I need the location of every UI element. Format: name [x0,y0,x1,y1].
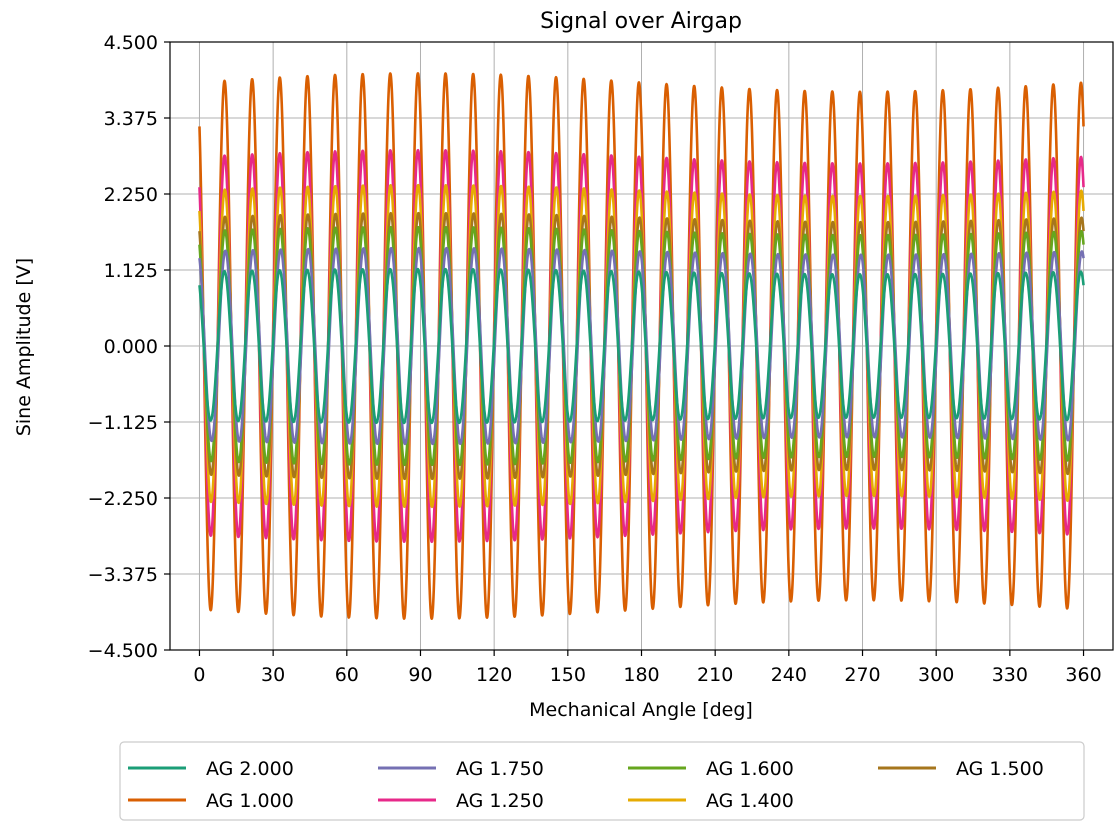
legend-label: AG 1.250 [456,790,544,812]
x-tick-label: 270 [844,664,880,686]
x-tick-label: 120 [476,664,512,686]
legend-label: AG 2.000 [206,758,294,780]
legend-label: AG 1.600 [706,758,794,780]
y-tick-label: 4.500 [104,32,158,54]
x-tick-label: 360 [1065,664,1101,686]
x-tick-label: 210 [697,664,733,686]
x-tick-label: 90 [408,664,432,686]
legend: AG 2.000 AG 1.750 AG 1.600 AG 1.500 AG 1.000… [119,741,1085,821]
y-tick-label: 2.250 [104,184,158,206]
y-tick-label: 1.125 [104,260,158,282]
y-tick-label: −4.500 [88,640,158,662]
x-tick-label: 150 [550,664,586,686]
y-axis-label: Sine Amplitude [V] [13,258,35,436]
y-tick-label: 3.375 [104,108,158,130]
legend-label: AG 1.000 [206,790,294,812]
x-tick-label: 240 [771,664,807,686]
x-tick-label: 180 [623,664,659,686]
x-tick-label: 0 [193,664,205,686]
x-tick-label: 300 [918,664,954,686]
x-tick-label: 330 [992,664,1028,686]
chart-title: Signal over Airgap [540,9,742,34]
y-tick-label: −3.375 [88,564,158,586]
legend-label: AG 1.500 [956,758,1044,780]
y-axis-ticks: −4.500 −3.375 −2.250 −1.125 0.000 1.125 2.250 3… [88,32,170,662]
y-tick-label: −1.125 [88,412,158,434]
x-tick-label: 60 [335,664,359,686]
series-line-ag-2-000 [198,267,1085,425]
y-tick-label: −2.250 [88,488,158,510]
legend-label: AG 1.400 [706,790,794,812]
x-tick-label: 30 [261,664,285,686]
legend-box [119,741,1085,821]
x-axis-label: Mechanical Angle [deg] [529,699,753,721]
x-axis-ticks: 0 30 60 90 120 150 180 210 240 270 300 330 360 [193,650,1102,686]
y-tick-label: 0.000 [104,336,158,358]
legend-label: AG 1.750 [456,758,544,780]
plot-series [198,72,1085,620]
